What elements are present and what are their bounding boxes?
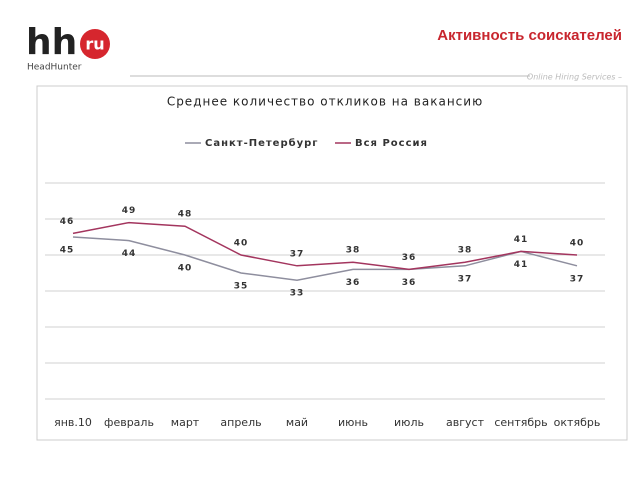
x-tick-label: апрель <box>220 416 261 429</box>
data-label: 44 <box>122 249 137 259</box>
x-tick-label: июнь <box>338 416 368 429</box>
slide-title: Активность соискателей <box>437 27 622 44</box>
tagline: Online Hiring Services – <box>527 73 622 82</box>
logo: hh <box>26 22 77 63</box>
data-label: 36 <box>402 278 417 288</box>
series-line <box>72 221 578 271</box>
data-label: 41 <box>514 260 529 270</box>
data-label: 37 <box>290 249 305 259</box>
brand: HeadHunter <box>27 63 82 73</box>
data-label: 33 <box>290 289 305 299</box>
data-label: 35 <box>234 282 249 292</box>
x-tick-label: март <box>171 416 200 429</box>
logo-badge: ru <box>85 35 104 54</box>
x-tick-label: май <box>286 416 308 429</box>
x-tick-label: октябрь <box>554 416 601 429</box>
data-label: 48 <box>178 210 193 220</box>
data-label: 38 <box>346 246 361 256</box>
data-label: 40 <box>570 239 585 249</box>
legend-label: Вся Россия <box>355 138 428 149</box>
x-tick-label: июль <box>394 416 424 429</box>
x-tick-label: август <box>446 416 485 429</box>
data-label: 36 <box>346 278 361 288</box>
data-label: 38 <box>458 246 473 256</box>
x-tick-label: янв.10 <box>54 416 92 429</box>
chart-title: Среднее количество откликов на вакансию <box>167 95 483 109</box>
data-label: 46 <box>60 217 75 227</box>
x-tick-label: февраль <box>104 416 154 429</box>
legend-label: Санкт-Петербург <box>205 137 319 149</box>
data-label: 37 <box>570 274 585 284</box>
data-label: 37 <box>458 274 473 284</box>
x-tick-label: сентябрь <box>494 416 547 429</box>
logo-badge-bg <box>80 29 110 59</box>
data-label: 45 <box>60 246 75 256</box>
data-label: 41 <box>514 235 529 245</box>
data-label: 40 <box>178 264 193 274</box>
data-label: 36 <box>402 253 417 263</box>
data-label: 49 <box>122 206 137 216</box>
series-line <box>72 236 578 281</box>
data-label: 40 <box>234 239 249 249</box>
